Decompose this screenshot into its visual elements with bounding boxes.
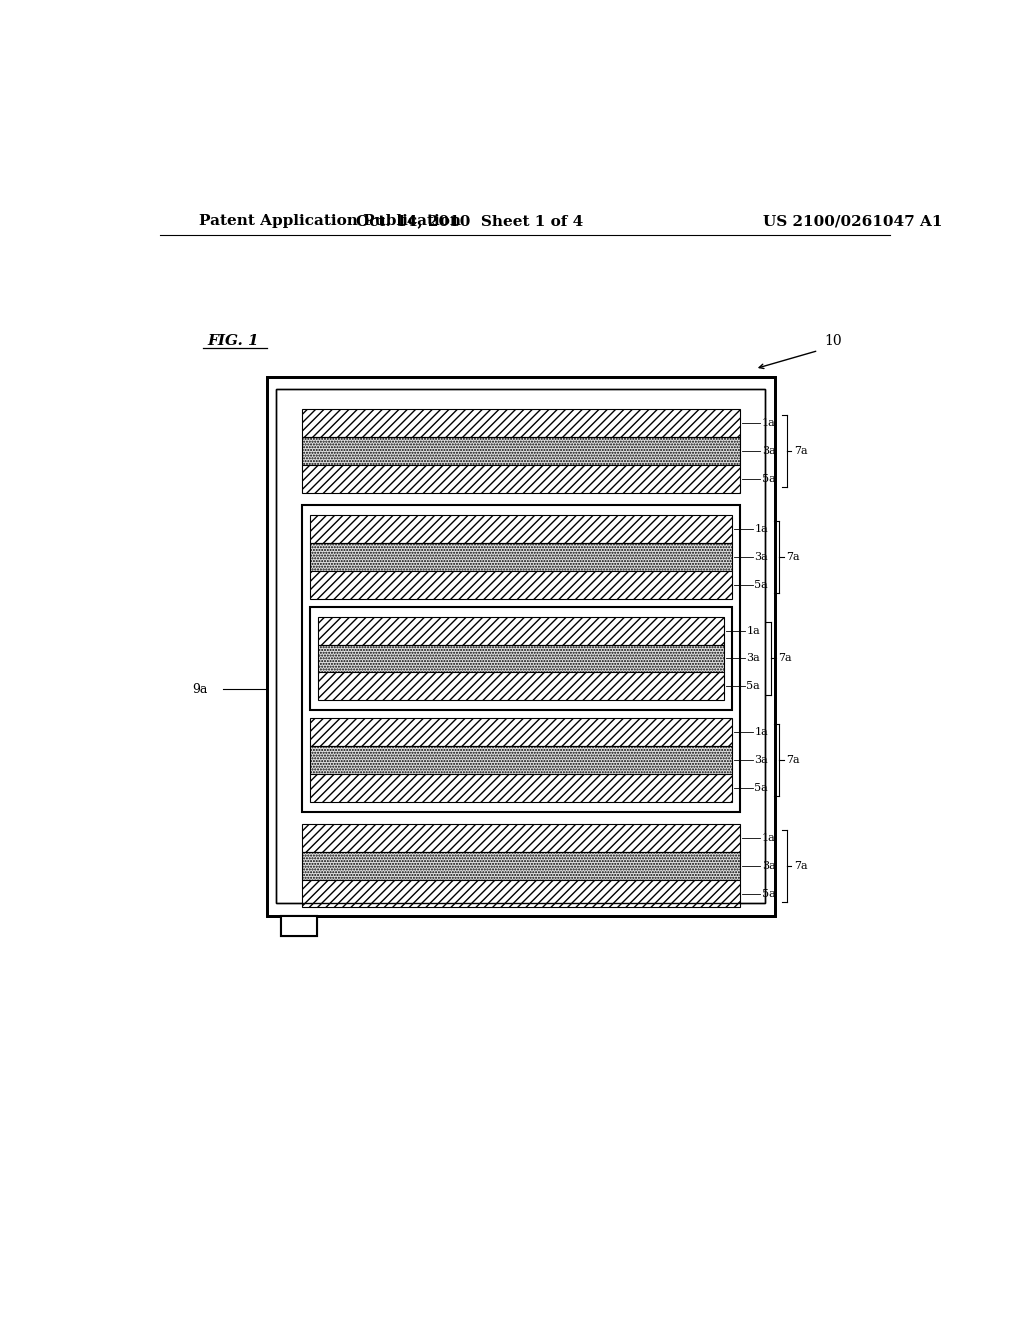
Text: 3a: 3a <box>762 446 776 457</box>
Bar <box>302 409 740 437</box>
Bar <box>309 718 732 746</box>
Text: 3a: 3a <box>762 861 776 871</box>
Bar <box>267 378 775 916</box>
Bar <box>302 851 740 879</box>
Bar <box>302 506 740 812</box>
Text: 5a: 5a <box>754 783 768 793</box>
Text: 5a: 5a <box>746 681 760 692</box>
Bar <box>317 644 724 672</box>
Bar <box>302 879 740 907</box>
Text: 1a: 1a <box>754 524 768 535</box>
Text: FIG. 1: FIG. 1 <box>207 334 259 348</box>
Text: 9a: 9a <box>191 682 207 696</box>
Bar <box>309 774 732 801</box>
Text: Oct. 14, 2010  Sheet 1 of 4: Oct. 14, 2010 Sheet 1 of 4 <box>355 214 583 228</box>
Text: 1a: 1a <box>762 418 776 429</box>
Text: 1a: 1a <box>746 626 760 636</box>
Bar <box>267 378 775 916</box>
Bar <box>317 616 724 644</box>
Text: 10: 10 <box>824 334 842 348</box>
Text: 1a: 1a <box>754 727 768 738</box>
Text: 3a: 3a <box>746 653 760 664</box>
Bar <box>317 672 724 700</box>
Bar <box>282 916 316 936</box>
Bar <box>276 389 765 903</box>
Text: 7a: 7a <box>794 861 808 871</box>
Bar <box>309 607 732 710</box>
Bar <box>276 389 765 903</box>
Text: 7a: 7a <box>785 552 800 562</box>
Bar <box>309 570 732 598</box>
Text: 3a: 3a <box>754 552 768 562</box>
Text: 1a: 1a <box>762 833 776 843</box>
Bar <box>302 437 740 465</box>
Bar <box>309 515 732 543</box>
Bar <box>309 543 732 570</box>
Text: 3a: 3a <box>754 755 768 766</box>
Bar <box>282 916 316 936</box>
Bar <box>302 824 740 851</box>
Bar <box>309 746 732 774</box>
Text: 7a: 7a <box>778 653 792 664</box>
Text: US 2100/0261047 A1: US 2100/0261047 A1 <box>763 214 942 228</box>
Text: 5a: 5a <box>754 579 768 590</box>
Bar <box>302 465 740 492</box>
Text: 5a: 5a <box>762 474 776 484</box>
Text: Patent Application Publication: Patent Application Publication <box>200 214 462 228</box>
Text: 5a: 5a <box>762 888 776 899</box>
Text: 7a: 7a <box>785 755 800 766</box>
Text: 7a: 7a <box>794 446 808 457</box>
